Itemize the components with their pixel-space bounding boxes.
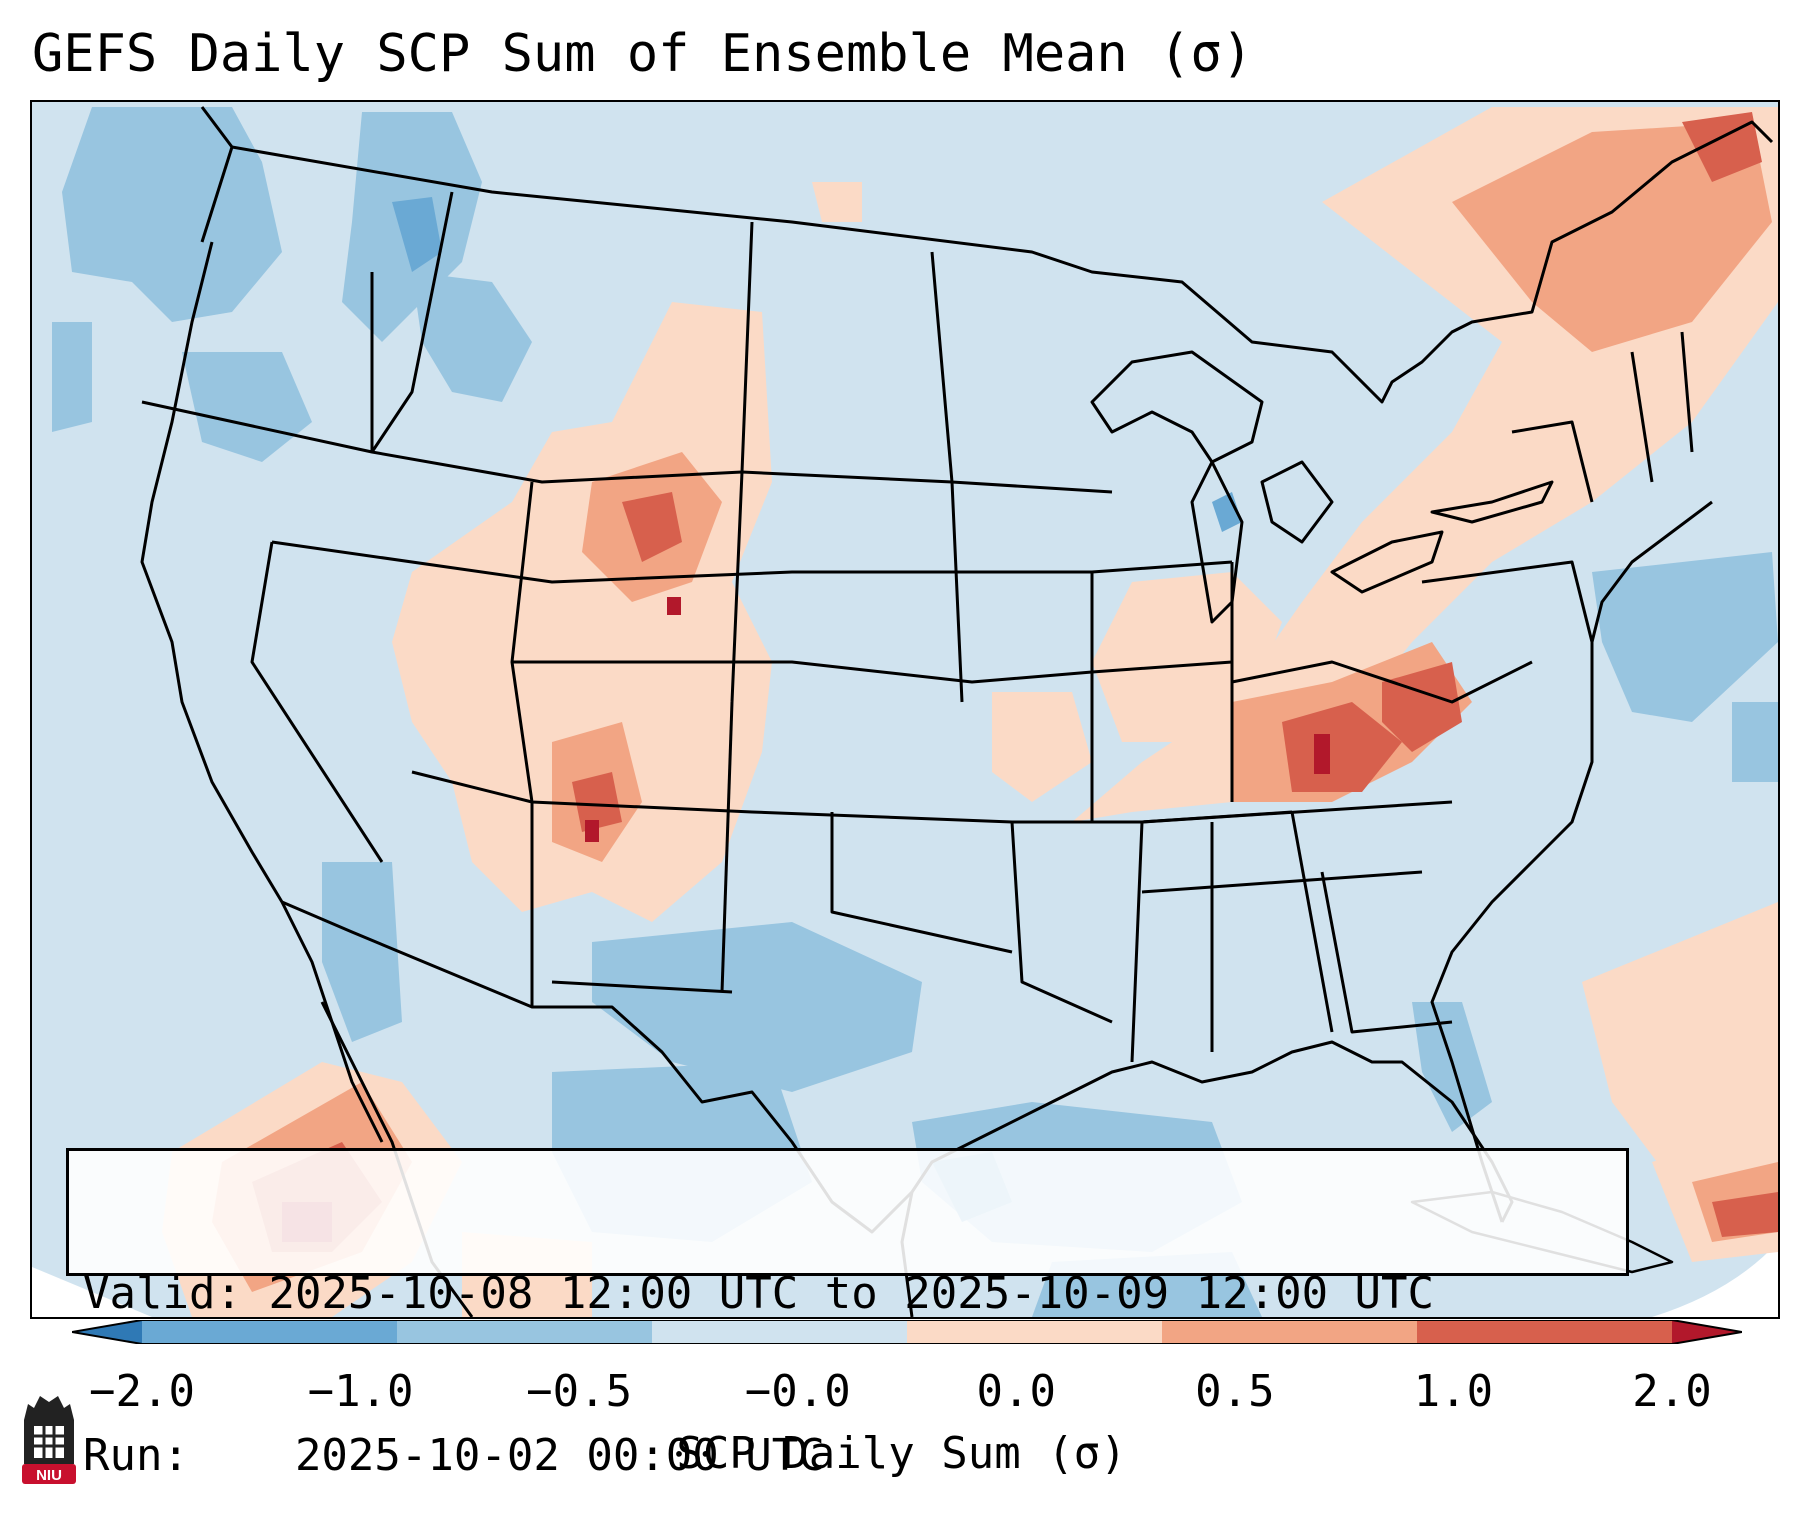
projection-edge-right	[1652, 1242, 1778, 1317]
colorbar-tick-label: −2.0	[89, 1366, 195, 1417]
colorbar-tick-label: 1.0	[1413, 1366, 1494, 1417]
run-label: Run:	[83, 1430, 189, 1481]
projection-edge-left	[32, 1267, 152, 1317]
colorbar-tick-label: −0.0	[744, 1366, 851, 1417]
logo-window-grid	[34, 1426, 64, 1458]
colorbar-extend-high	[1672, 1320, 1742, 1344]
colorbar-segment	[1417, 1320, 1673, 1344]
logo-badge	[22, 1464, 76, 1484]
logo-tower-top	[24, 1396, 74, 1420]
logo-window	[34, 1426, 64, 1458]
colorbar-segment	[907, 1320, 1163, 1344]
run-row: Run: 2025-10-02 00:00 UTC	[83, 1429, 1612, 1483]
colorbar-extend-low	[72, 1320, 142, 1344]
colorbar-segment	[652, 1320, 908, 1344]
run-value: 2025-10-02 00:00 UTC	[294, 1430, 825, 1481]
colorbar-tick-label: 0.0	[976, 1366, 1057, 1417]
valid-run-info-box: Valid: 2025-10-08 12:00 UTC to 2025-10-0…	[66, 1148, 1629, 1481]
valid-row: Valid: 2025-10-08 12:00 UTC to 2025-10-0…	[83, 1267, 1612, 1321]
colorbar-tick-label: −0.5	[526, 1366, 633, 1417]
map-canvas	[32, 106, 1778, 1317]
niu-logo: NIU	[22, 1396, 76, 1484]
negative-anomaly-field	[52, 107, 1778, 1317]
colorbar-tick-label: −1.0	[307, 1366, 414, 1417]
logo-text: NIU	[36, 1467, 62, 1484]
colorbar-label: SCP Daily Sum (σ)	[676, 1428, 1127, 1479]
colorbar	[72, 1320, 1742, 1344]
colorbar-segment	[1162, 1320, 1418, 1344]
valid-label: Valid:	[83, 1268, 242, 1319]
map-panel	[30, 100, 1780, 1319]
valid-value: 2025-10-08 12:00 UTC to 2025-10-09 12:00…	[268, 1268, 1435, 1319]
colorbar-segment	[397, 1320, 653, 1344]
colorbar-segment	[142, 1320, 398, 1344]
chart-title: GEFS Daily SCP Sum of Ensemble Mean (σ)	[32, 24, 1253, 84]
colorbar-tick-label: 2.0	[1632, 1366, 1712, 1417]
colorbar-tick-label: 0.5	[1195, 1366, 1275, 1417]
geographic-boundaries	[140, 106, 1774, 1317]
